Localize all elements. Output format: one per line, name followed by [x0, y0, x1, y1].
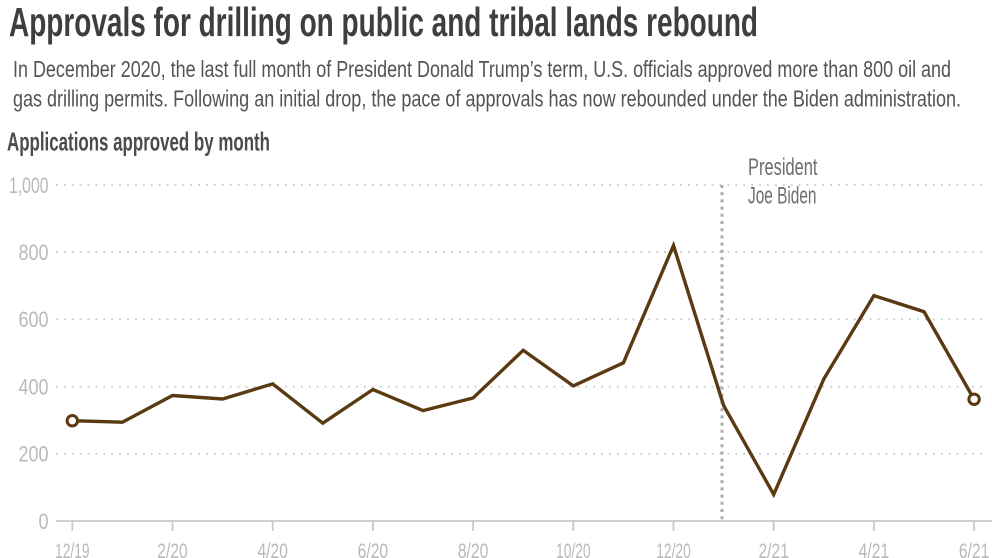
svg-text:1,000: 1,000 — [9, 173, 49, 198]
svg-text:Applications approved by month: Applications approved by month — [7, 127, 270, 157]
svg-text:8/20: 8/20 — [458, 540, 489, 558]
svg-text:4/21: 4/21 — [859, 540, 890, 558]
svg-text:2/20: 2/20 — [157, 540, 188, 558]
svg-text:2/21: 2/21 — [758, 540, 789, 558]
svg-text:4/20: 4/20 — [257, 540, 288, 558]
svg-text:6/21: 6/21 — [959, 540, 990, 558]
svg-text:600: 600 — [19, 307, 49, 332]
svg-text:12/20: 12/20 — [656, 540, 691, 558]
svg-text:800: 800 — [19, 240, 49, 265]
svg-text:400: 400 — [19, 374, 49, 399]
svg-text:President: President — [748, 154, 818, 181]
svg-text:200: 200 — [19, 442, 49, 467]
svg-text:0: 0 — [39, 509, 49, 534]
svg-text:10/20: 10/20 — [556, 540, 591, 558]
svg-text:12/19: 12/19 — [55, 540, 90, 558]
svg-text:In December 2020, the last ful: In December 2020, the last full month of… — [13, 56, 951, 82]
svg-text:Joe Biden: Joe Biden — [748, 183, 817, 210]
svg-text:Approvals for drilling on publ: Approvals for drilling on public and tri… — [9, 0, 758, 45]
svg-text:6/20: 6/20 — [358, 540, 389, 558]
svg-text:gas drilling permits. Followin: gas drilling permits. Following an initi… — [13, 85, 961, 111]
